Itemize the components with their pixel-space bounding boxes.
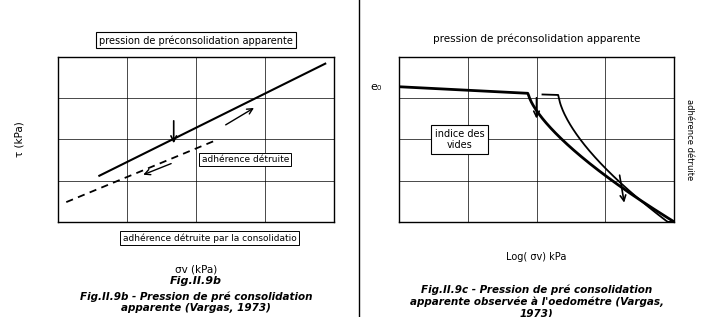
Text: adhérence détruite: adhérence détruite	[685, 99, 695, 180]
Text: Fig.II.9b: Fig.II.9b	[170, 276, 222, 286]
Text: Fig.II.9c - Pression de pré consolidation
apparente observée à l'oedométre (Varg: Fig.II.9c - Pression de pré consolidatio…	[410, 285, 663, 317]
Text: Fig.II.9b - Pression de pré consolidation
apparente (Vargas, 1973): Fig.II.9b - Pression de pré consolidatio…	[80, 291, 312, 313]
Text: pression de préconsolidation apparente: pression de préconsolidation apparente	[433, 33, 640, 44]
Text: τ (kPa): τ (kPa)	[14, 122, 25, 157]
Text: e₀: e₀	[371, 82, 382, 92]
Text: pression de préconsolidation apparente: pression de préconsolidation apparente	[99, 35, 293, 46]
Text: adhérence détruite: adhérence détruite	[202, 155, 289, 164]
Text: adhérence détruite par la consolidatio: adhérence détruite par la consolidatio	[123, 233, 297, 243]
Text: Log( σv) kPa: Log( σv) kPa	[506, 252, 567, 262]
Text: indice des
vides: indice des vides	[434, 129, 484, 150]
Text: σv (kPa): σv (kPa)	[175, 265, 217, 275]
